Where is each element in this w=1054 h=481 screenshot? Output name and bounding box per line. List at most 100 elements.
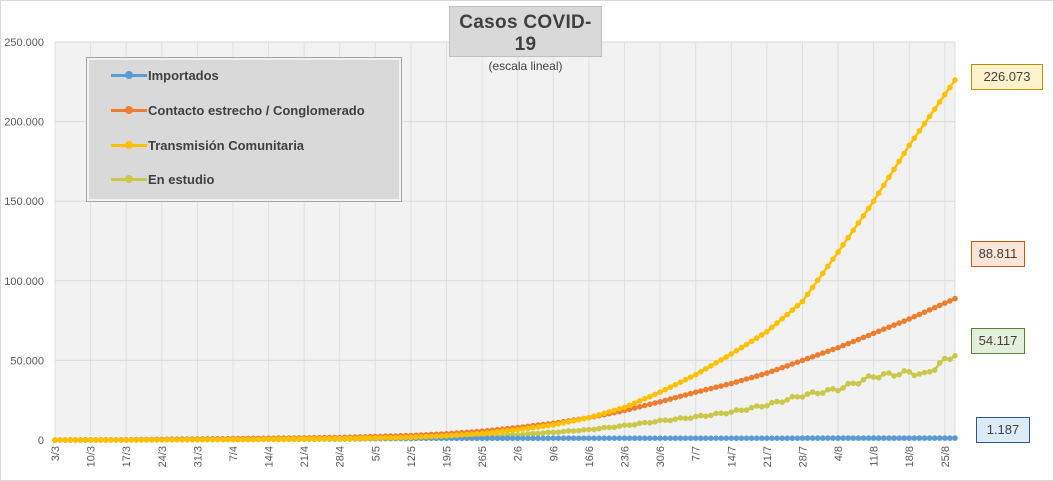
data-point xyxy=(896,320,902,326)
data-point xyxy=(326,435,333,442)
data-point xyxy=(570,428,577,434)
data-point xyxy=(753,373,760,379)
data-point xyxy=(103,437,109,443)
data-point xyxy=(550,429,557,436)
data-point xyxy=(759,371,765,378)
data-point xyxy=(525,431,531,437)
data-point xyxy=(814,352,821,358)
legend-label-en-estudio: En estudio xyxy=(148,171,215,187)
data-point xyxy=(260,436,267,443)
data-point xyxy=(469,431,475,438)
data-point xyxy=(870,374,877,380)
data-point xyxy=(535,430,541,437)
data-point xyxy=(870,435,877,441)
data-point xyxy=(570,418,577,424)
data-point xyxy=(581,427,587,433)
data-point xyxy=(860,213,867,219)
data-point xyxy=(657,399,663,405)
data-point xyxy=(123,437,129,443)
data-point xyxy=(794,359,801,366)
data-point xyxy=(921,369,928,376)
data-point xyxy=(779,399,785,406)
data-point xyxy=(377,435,384,441)
data-point xyxy=(514,435,521,442)
data-point xyxy=(936,435,943,441)
data-point xyxy=(942,355,948,362)
data-point xyxy=(494,435,501,442)
data-point xyxy=(286,436,292,442)
data-point xyxy=(220,436,226,443)
data-point xyxy=(926,369,933,375)
data-point xyxy=(692,371,699,378)
data-point xyxy=(952,435,958,441)
callout-transmision-comunitaria: 226.073 xyxy=(971,64,1043,90)
data-point xyxy=(881,435,887,441)
data-point xyxy=(906,316,912,322)
data-point xyxy=(148,437,155,443)
data-point xyxy=(677,379,684,386)
data-point xyxy=(469,435,475,442)
data-point xyxy=(947,356,953,363)
data-point xyxy=(850,227,857,234)
data-point xyxy=(809,389,816,395)
data-point xyxy=(830,386,836,392)
data-point xyxy=(769,399,775,406)
data-point xyxy=(575,435,582,442)
data-point xyxy=(911,435,918,441)
data-point xyxy=(814,435,821,441)
data-point xyxy=(713,410,719,417)
data-point xyxy=(947,84,953,91)
data-point xyxy=(306,436,313,442)
data-point xyxy=(560,420,567,426)
data-point xyxy=(952,295,958,302)
data-point xyxy=(921,120,928,127)
data-point xyxy=(128,437,135,443)
data-point xyxy=(647,435,653,442)
data-point xyxy=(733,407,740,413)
data-point xyxy=(82,437,89,443)
data-point xyxy=(931,106,938,112)
data-point xyxy=(479,435,485,442)
chart-title-box: Casos COVID-19 (escala lineal) xyxy=(449,6,602,73)
data-point xyxy=(403,434,409,441)
data-point xyxy=(875,328,882,335)
data-point xyxy=(799,394,806,400)
data-point xyxy=(520,426,526,432)
data-point xyxy=(626,422,633,429)
data-point xyxy=(728,380,735,387)
data-point xyxy=(616,406,623,412)
x-tick-label: 31/3 xyxy=(192,446,204,467)
data-point xyxy=(703,413,709,420)
x-tick-label: 21/4 xyxy=(299,446,311,467)
data-point xyxy=(764,328,770,335)
data-point xyxy=(606,409,612,415)
data-point xyxy=(784,435,790,442)
data-point xyxy=(657,389,663,396)
data-point xyxy=(301,436,308,442)
data-point xyxy=(743,341,750,348)
data-point xyxy=(748,374,755,381)
data-point xyxy=(631,422,638,428)
legend-swatch-contacto-estrecho xyxy=(111,101,147,119)
data-point xyxy=(855,336,862,343)
data-point xyxy=(891,373,897,379)
data-point xyxy=(931,304,938,311)
data-point xyxy=(621,404,628,411)
data-point xyxy=(784,397,790,403)
data-point xyxy=(692,389,699,396)
x-tick-label: 12/5 xyxy=(406,446,418,467)
data-point xyxy=(830,256,836,263)
chart-subtitle: (escala lineal) xyxy=(488,59,563,73)
data-point xyxy=(596,425,602,432)
data-point xyxy=(748,338,755,345)
data-point xyxy=(275,436,282,442)
data-point xyxy=(530,435,536,442)
data-point xyxy=(881,371,887,377)
data-point xyxy=(718,435,724,442)
y-tick-label: 0 xyxy=(38,435,44,447)
data-point xyxy=(245,436,251,443)
data-point xyxy=(642,402,648,409)
chart-legend: Importados Contacto estrecho / Conglomer… xyxy=(86,57,402,202)
legend-label-importados: Importados xyxy=(148,67,219,83)
data-point xyxy=(555,435,562,442)
